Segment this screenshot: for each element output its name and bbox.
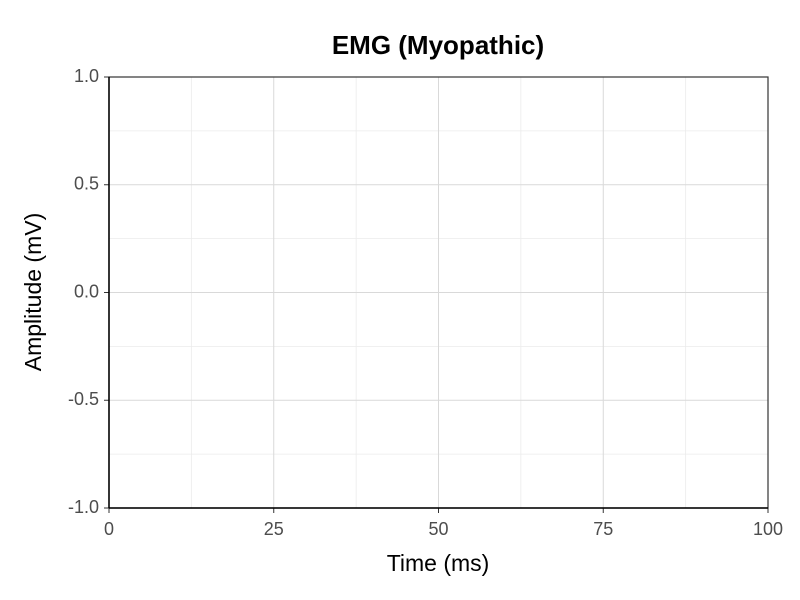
y-axis-title: Amplitude (mV) <box>20 213 46 371</box>
y-tick-label: 1.0 <box>74 66 99 86</box>
y-tick-label: 0.5 <box>74 174 99 194</box>
y-tick-label: 0.0 <box>74 281 99 301</box>
x-tick-label: 0 <box>104 519 114 539</box>
chart-title: EMG (Myopathic) <box>332 30 544 60</box>
x-tick-label: 75 <box>593 519 613 539</box>
x-tick-label: 25 <box>264 519 284 539</box>
y-tick-label: -1.0 <box>68 497 99 517</box>
x-tick-label: 50 <box>428 519 448 539</box>
x-tick-label: 100 <box>753 519 783 539</box>
x-axis-title: Time (ms) <box>387 550 490 576</box>
y-tick-label: -0.5 <box>68 389 99 409</box>
